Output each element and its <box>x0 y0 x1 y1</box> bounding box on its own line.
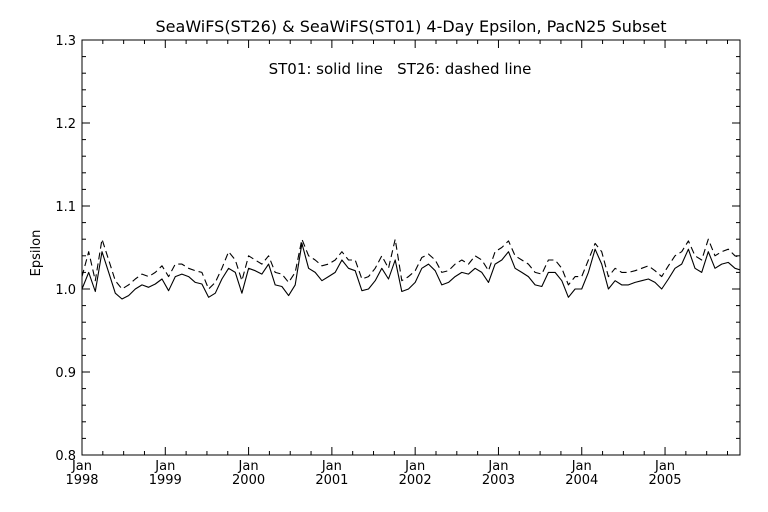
x-tick-month: Jan <box>571 459 592 474</box>
x-tick-year: 1998 <box>65 473 98 488</box>
series-line-st26 <box>81 238 741 290</box>
x-tick-year: 2003 <box>482 473 515 488</box>
x-tick-month: Jan <box>154 459 175 474</box>
chart-title: SeaWiFS(ST26) & SeaWiFS(ST01) 4-Day Epsi… <box>156 17 667 36</box>
x-tick-year: 1999 <box>149 473 182 488</box>
y-tick-label: 1.3 <box>55 34 76 49</box>
x-tick-year: 2001 <box>315 473 348 488</box>
x-tick-year: 2005 <box>648 473 681 488</box>
y-tick-label: 0.9 <box>55 366 76 381</box>
x-tick-month: Jan <box>71 459 92 474</box>
x-tick-month: Jan <box>404 459 425 474</box>
plot-frame <box>81 39 741 456</box>
x-tick-year: 2002 <box>399 473 432 488</box>
x-tick-year: 2000 <box>232 473 265 488</box>
x-tick-month: Jan <box>487 459 508 474</box>
x-tick-month: Jan <box>654 459 675 474</box>
y-tick-label: 0.8 <box>55 449 76 464</box>
series-line-st01 <box>81 242 741 300</box>
x-tick-month: Jan <box>238 459 259 474</box>
series-layer <box>81 238 741 300</box>
line-style-annotation: ST01: solid line ST26: dashed line <box>269 60 532 78</box>
y-tick-label: 1.1 <box>55 200 76 215</box>
x-tick-year: 2004 <box>565 473 598 488</box>
x-axis: Jan1998Jan1999Jan2000Jan2001Jan2002Jan20… <box>65 40 729 488</box>
y-tick-label: 1.2 <box>55 117 76 132</box>
y-axis-label: Epsilon <box>29 230 44 277</box>
y-axis: 0.8 0.9 1.0 1.1 1.2 1.3 <box>55 34 740 464</box>
x-tick-month: Jan <box>321 459 342 474</box>
y-tick-label: 1.0 <box>55 283 76 298</box>
